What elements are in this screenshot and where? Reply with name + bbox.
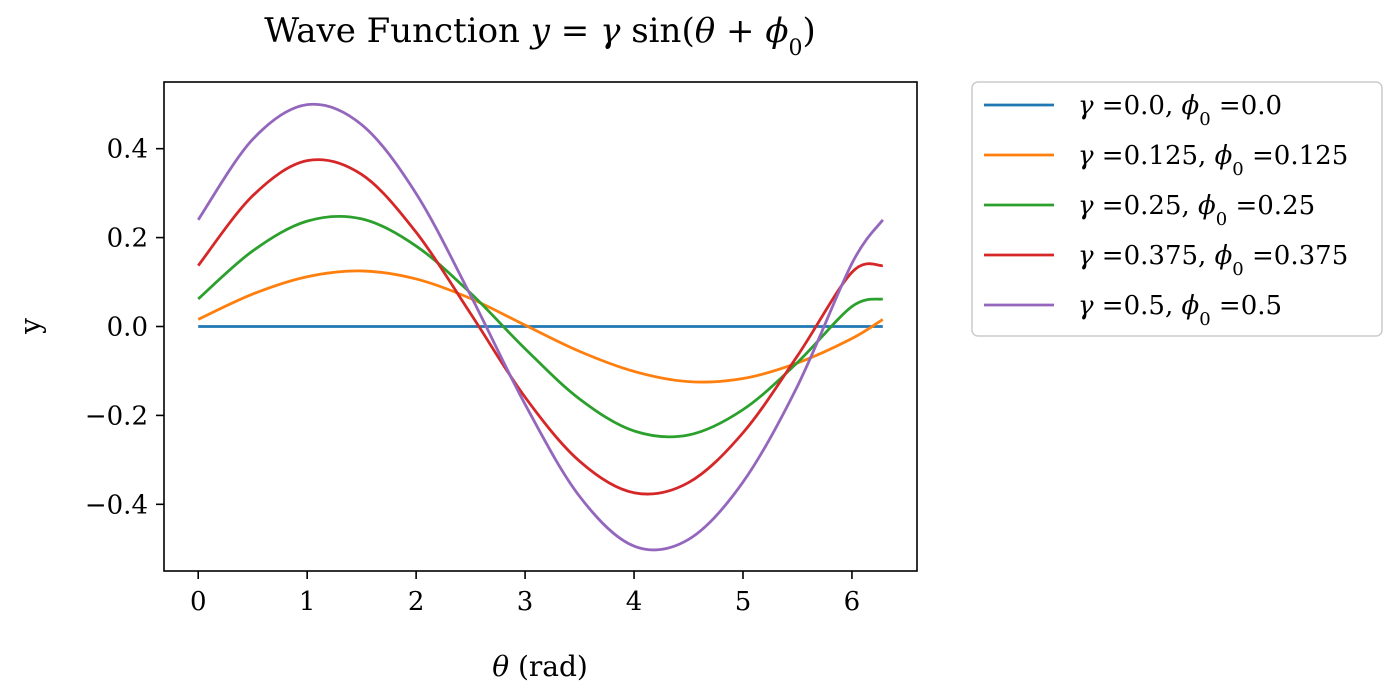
y-tick-label: 0.0 bbox=[107, 313, 148, 343]
y-tick-label: −0.2 bbox=[85, 401, 148, 431]
series-line-2 bbox=[197, 214, 884, 439]
legend-label-1: γ =0.125, ϕ0 =0.125 bbox=[1078, 141, 1348, 180]
x-tick-label: 1 bbox=[299, 587, 316, 617]
legend: γ =0.0, ϕ0 =0.0 γ =0.125, ϕ0 =0.125 γ =0.2… bbox=[971, 81, 1383, 337]
series-line-3 bbox=[197, 158, 884, 496]
legend-label-4: γ =0.5, ϕ0 =0.5 bbox=[1078, 291, 1282, 330]
y-tick-label: 0.4 bbox=[107, 135, 148, 165]
legend-label-3: γ =0.375, ϕ0 =0.375 bbox=[1078, 241, 1348, 280]
x-axis-label: θ (rad) bbox=[492, 650, 588, 683]
y-tick-label: −0.4 bbox=[85, 490, 148, 520]
x-tick-label: 3 bbox=[517, 587, 534, 617]
x-tick-label: 5 bbox=[735, 587, 752, 617]
chart-title: Wave Function y = γ sin(θ + ϕ0) bbox=[264, 11, 816, 61]
x-tick-label: 2 bbox=[408, 587, 425, 617]
y-tick-label: 0.2 bbox=[107, 224, 148, 254]
axis-ticks: 0 1 2 3 4 5 6 −0.4 −0.2 0.0 0.2 0.4 bbox=[85, 135, 860, 617]
series-lines bbox=[197, 102, 884, 552]
x-tick-label: 6 bbox=[844, 587, 861, 617]
legend-box bbox=[971, 81, 1383, 337]
x-tick-label: 4 bbox=[626, 587, 643, 617]
y-axis-label: y bbox=[14, 318, 47, 335]
series-line-4 bbox=[197, 102, 884, 552]
legend-label-0: γ =0.0, ϕ0 =0.0 bbox=[1078, 91, 1282, 130]
x-tick-label: 0 bbox=[190, 587, 207, 617]
legend-label-2: γ =0.25, ϕ0 =0.25 bbox=[1078, 191, 1315, 230]
